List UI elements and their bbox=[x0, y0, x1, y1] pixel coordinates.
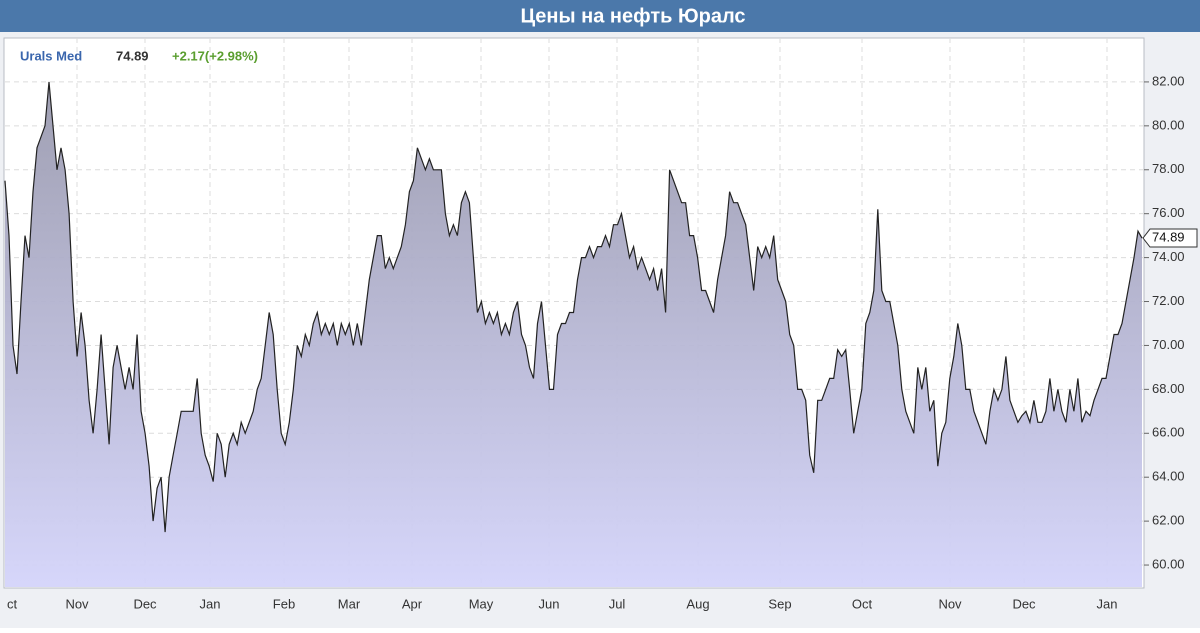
x-tick-label: Jul bbox=[609, 596, 626, 611]
legend-name: Urals Med bbox=[20, 48, 82, 63]
y-tick-label: 80.00 bbox=[1152, 117, 1185, 132]
x-tick-label: Nov bbox=[65, 596, 89, 611]
x-tick-label: Nov bbox=[938, 596, 962, 611]
title-bar bbox=[0, 0, 1200, 32]
y-tick-label: 68.00 bbox=[1152, 381, 1185, 396]
y-tick-label: 82.00 bbox=[1152, 73, 1185, 88]
line bbox=[4, 81, 1143, 533]
x-tick-label: Dec bbox=[133, 596, 157, 611]
y-tick-label: 72.00 bbox=[1152, 293, 1185, 308]
x-tick-label: Oct bbox=[852, 596, 873, 611]
y-tick-label: 62.00 bbox=[1152, 513, 1185, 528]
area bbox=[5, 81, 1142, 588]
x-tick-label: Jun bbox=[539, 596, 560, 611]
x-tick-label: Sep bbox=[768, 596, 791, 611]
x-tick-label: Feb bbox=[273, 596, 295, 611]
y-tick-label: 70.00 bbox=[1152, 337, 1185, 352]
x-tick-label: Mar bbox=[338, 596, 361, 611]
x-tick-label: May bbox=[469, 596, 494, 611]
x-tick-label: Aug bbox=[686, 596, 709, 611]
marks bbox=[4, 81, 1143, 588]
y-tick-label: 60.00 bbox=[1152, 556, 1185, 571]
x-tick-label: Jan bbox=[1097, 596, 1118, 611]
x-tick-label: Dec bbox=[1012, 596, 1036, 611]
y-tick-label: 78.00 bbox=[1152, 161, 1185, 176]
x-tick-label: Apr bbox=[402, 596, 423, 611]
y-tick-label: 74.00 bbox=[1152, 249, 1185, 264]
legend-change: +2.17(+2.98%) bbox=[172, 48, 258, 63]
legend-last: 74.89 bbox=[116, 48, 149, 63]
last-value-label: 74.89 bbox=[1152, 229, 1185, 244]
y-tick-label: 66.00 bbox=[1152, 425, 1185, 440]
x-tick-label: ct bbox=[7, 596, 18, 611]
y-tick-label: 76.00 bbox=[1152, 205, 1185, 220]
last-value-tag bbox=[1142, 228, 1198, 248]
x-tick-label: Jan bbox=[200, 596, 221, 611]
chart-title: Цены на нефть Юралс bbox=[520, 5, 745, 27]
y-tick-label: 64.00 bbox=[1152, 469, 1185, 484]
